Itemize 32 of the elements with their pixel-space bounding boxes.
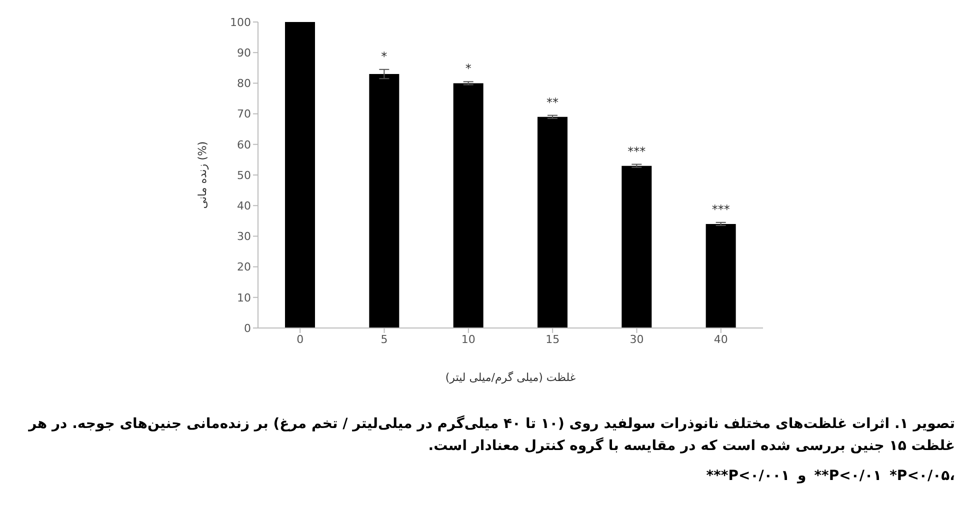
y-tick-label: 70 bbox=[237, 108, 251, 121]
y-axis-title: زنده مانی (%) bbox=[196, 141, 209, 209]
bar bbox=[622, 166, 652, 328]
y-tick-label: 60 bbox=[237, 138, 251, 152]
y-tick-label: 20 bbox=[237, 260, 251, 274]
x-tick-label: 30 bbox=[630, 332, 644, 346]
data-label: ** bbox=[546, 95, 558, 110]
y-tick-label: 80 bbox=[237, 77, 251, 90]
data-label: * bbox=[381, 49, 388, 64]
data-label: *** bbox=[712, 202, 730, 216]
y-tick-label: 90 bbox=[237, 46, 251, 60]
text: *P<۰/۰۵، **P<۰/۰۱ و ***P<۰/۰۰۱ bbox=[706, 468, 955, 484]
y-tick-label: 40 bbox=[237, 200, 251, 213]
x-tick-label: 0 bbox=[296, 332, 304, 346]
x-axis-title: غلظت (میلی گرم/میلی لیتر) bbox=[445, 371, 576, 384]
y-tick-label: 0 bbox=[244, 322, 251, 335]
x-tick-label: 40 bbox=[714, 332, 728, 346]
y-tick-label: 30 bbox=[237, 230, 251, 244]
x-tick-label: 5 bbox=[380, 332, 388, 346]
bar bbox=[369, 74, 400, 328]
bar bbox=[538, 116, 568, 328]
data-label: * bbox=[465, 62, 472, 76]
x-tick-label: 10 bbox=[461, 332, 476, 346]
bar bbox=[706, 224, 736, 328]
bar bbox=[285, 22, 315, 328]
y-tick-label: 100 bbox=[230, 16, 251, 29]
data-label: *** bbox=[628, 144, 646, 158]
text: تصویر ۱. اثرات غلظت‌های مختلف نانوذرات سولفید روی (۱۰ تا ۴۰ میلی‌گرم در میلی‌لیتر / تخم مرغ) بر زنده‌مانی جنین‌های جوجه. در هر غلظت ۱۵ جنین بررسی شده است که در مقایسه با گروه کنترل معنادار است. bbox=[27, 414, 955, 456]
y-tick-label: 10 bbox=[237, 291, 251, 304]
bar bbox=[453, 83, 484, 328]
y-tick-label: 50 bbox=[237, 168, 251, 182]
x-tick-label: 15 bbox=[546, 332, 560, 346]
